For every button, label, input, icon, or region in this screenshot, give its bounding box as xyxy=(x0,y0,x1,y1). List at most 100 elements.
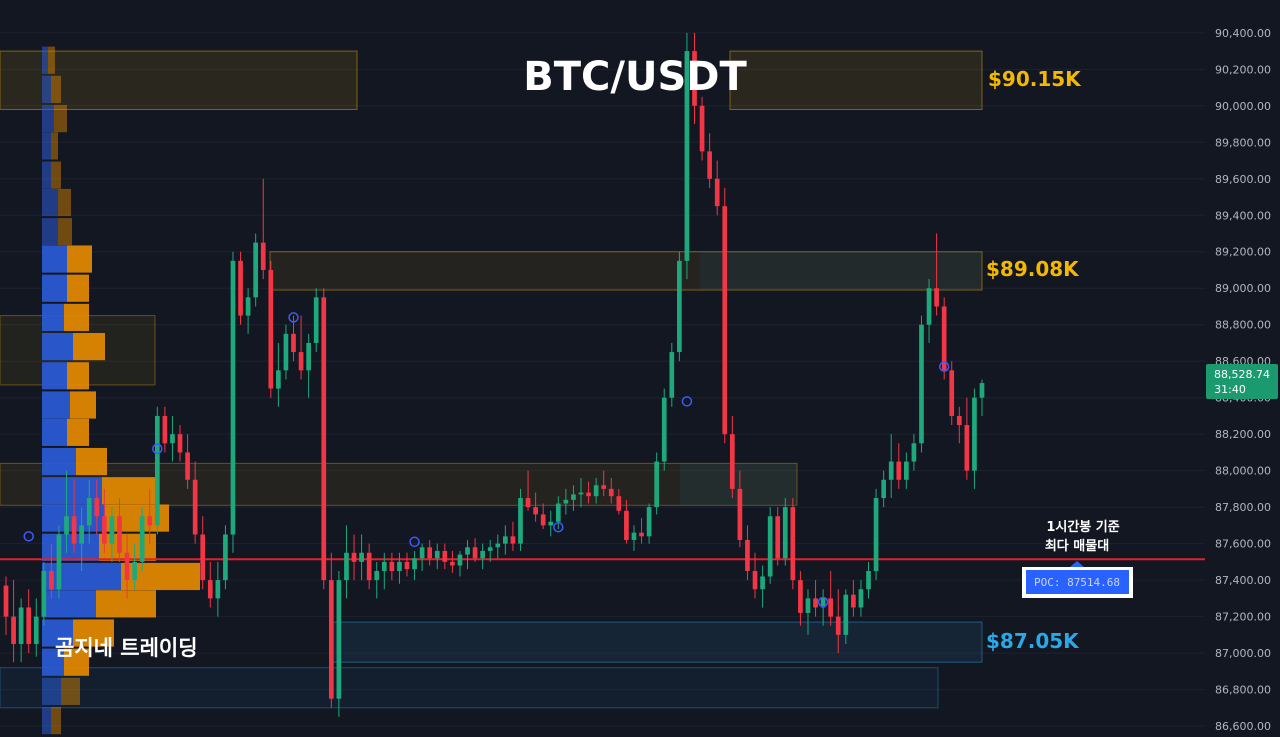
resistance-zone xyxy=(0,50,358,110)
candle-body xyxy=(313,297,319,343)
signal-marker-icon xyxy=(409,536,420,548)
candle-body xyxy=(457,554,463,566)
candle-body xyxy=(881,479,886,499)
candle-body xyxy=(79,525,85,544)
volume-profile-bar-orange xyxy=(51,161,61,189)
candle-body xyxy=(336,580,342,699)
candle-body xyxy=(775,516,781,559)
candle-body xyxy=(412,558,417,570)
volume-profile-bar-orange xyxy=(67,418,89,446)
candle-body xyxy=(170,434,175,444)
volume-profile-bar-blue xyxy=(42,132,51,160)
candle-body xyxy=(139,516,145,562)
signal-marker-icon xyxy=(681,396,693,407)
candles[interactable] xyxy=(3,32,985,717)
candle-body xyxy=(820,598,826,608)
candle-body xyxy=(11,616,16,644)
volume-profile-bar-orange xyxy=(51,132,58,160)
candle-body xyxy=(404,561,410,570)
candle-body xyxy=(540,514,546,526)
volume-profile-bar-blue xyxy=(42,104,54,133)
price-axis[interactable]: 90,400.00 90,200.00 90,000.00 89,800.00 89,6… xyxy=(1215,27,1271,733)
volume-profile-bar-orange xyxy=(48,46,55,74)
volume-profile-bar-orange xyxy=(58,188,71,217)
poc-annotation-line1: 1시간봉 기준 xyxy=(1046,519,1119,535)
candle-body xyxy=(102,516,107,544)
grid xyxy=(0,32,1205,727)
candle-body xyxy=(601,485,607,489)
candle-body xyxy=(533,507,538,515)
candle-body xyxy=(223,534,228,581)
watermark-text: 곰지네 트레이딩 xyxy=(55,636,198,660)
candle-body xyxy=(684,51,690,261)
candle-body xyxy=(94,498,100,517)
candle-body xyxy=(321,297,327,581)
volume-profile-bar-blue xyxy=(42,677,61,705)
candle-body xyxy=(33,616,39,644)
volume-profile-bar-blue xyxy=(42,648,64,676)
volume-profile-bar-blue xyxy=(42,533,99,561)
chart-title: BTC/USDT xyxy=(523,54,747,100)
poc-badge[interactable] xyxy=(1026,570,1129,594)
level-label-87k: $87.05K xyxy=(986,629,1080,653)
candle-body xyxy=(351,552,357,562)
volume-profile-bar-orange xyxy=(67,274,89,302)
volume-profile-bar-blue xyxy=(42,333,73,361)
price-tick-label: 88,000.00 xyxy=(1215,465,1271,478)
candle-body xyxy=(692,51,697,106)
volume-profile-bar-blue xyxy=(42,619,73,647)
candle-body xyxy=(276,370,281,389)
candle-body xyxy=(503,536,508,544)
candle-body xyxy=(359,552,364,562)
candle-body xyxy=(86,498,92,526)
volume-profile-bar-blue xyxy=(42,46,48,74)
candle-body xyxy=(283,333,289,371)
volume-profile-bar-orange xyxy=(67,245,92,273)
current-price-badge xyxy=(1206,364,1278,399)
candle-body xyxy=(972,397,977,471)
signal-marker-icon xyxy=(23,531,34,542)
candle-body xyxy=(661,397,667,462)
candle-body xyxy=(699,105,705,152)
volume-profile-bar-blue xyxy=(42,274,67,302)
signal-marker-icon xyxy=(288,312,299,323)
price-tick-label: 90,400.00 xyxy=(1215,27,1271,40)
volume-profile-bar-orange xyxy=(54,104,67,133)
candle-body xyxy=(964,425,970,471)
candle-body xyxy=(381,561,387,571)
candle-body xyxy=(472,547,478,559)
candle-body xyxy=(366,552,372,581)
poc-badge-label: POC: 87514.68 xyxy=(1034,576,1120,589)
candle-body xyxy=(798,580,803,613)
candle-body xyxy=(828,598,834,617)
candle-body xyxy=(593,485,599,497)
candle-body xyxy=(608,488,614,497)
candle-body xyxy=(344,552,349,581)
candle-body xyxy=(790,507,796,581)
candle-body xyxy=(639,532,644,537)
volume-profile-bar-orange xyxy=(58,218,72,246)
candle-body xyxy=(192,479,198,535)
resistance-zone xyxy=(269,251,983,291)
volume-profile-bar-blue xyxy=(42,391,70,419)
support-zone xyxy=(700,251,982,291)
price-tick-label: 87,400.00 xyxy=(1215,574,1271,587)
volume-profile-bar-orange xyxy=(61,677,80,705)
candle-body xyxy=(654,461,660,508)
price-tick-label: 89,200.00 xyxy=(1215,246,1271,259)
candle-body xyxy=(835,616,841,635)
candle-body xyxy=(291,333,296,353)
level-label-90k: $90.15K xyxy=(988,67,1082,91)
candle-body xyxy=(586,492,591,497)
candle-body xyxy=(873,498,879,571)
candle-body xyxy=(298,352,304,371)
price-tick-label: 87,200.00 xyxy=(1215,611,1271,624)
current-price-label[interactable]: 88,528.74 31:40 xyxy=(1206,364,1278,399)
candle-body xyxy=(268,269,274,389)
volume-profile-bar-blue xyxy=(42,706,51,735)
volume-profile-bar-orange xyxy=(51,706,61,735)
candle-body xyxy=(109,516,115,544)
volume-profile-bar-blue xyxy=(42,188,58,217)
candle-body xyxy=(624,510,629,540)
